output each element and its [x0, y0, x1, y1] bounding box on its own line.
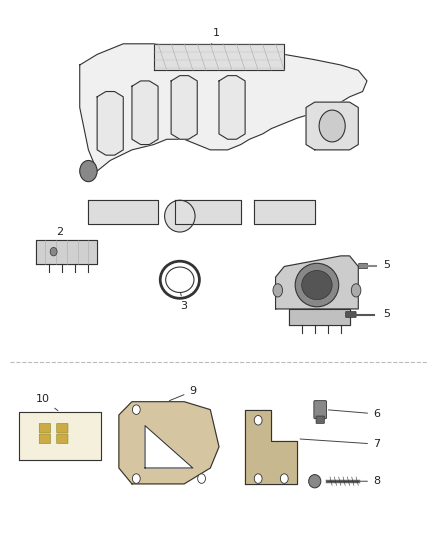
- FancyBboxPatch shape: [316, 416, 324, 423]
- Polygon shape: [80, 44, 367, 171]
- Polygon shape: [88, 200, 158, 224]
- Ellipse shape: [295, 263, 339, 307]
- Circle shape: [198, 474, 205, 483]
- Polygon shape: [306, 102, 358, 150]
- Polygon shape: [289, 309, 350, 325]
- Circle shape: [254, 416, 262, 425]
- Polygon shape: [176, 200, 241, 224]
- Text: 5: 5: [383, 260, 390, 270]
- Ellipse shape: [165, 200, 195, 232]
- FancyBboxPatch shape: [346, 312, 356, 317]
- Ellipse shape: [351, 284, 361, 297]
- Ellipse shape: [273, 284, 283, 297]
- Text: 2: 2: [57, 227, 66, 249]
- Ellipse shape: [302, 270, 332, 300]
- Circle shape: [132, 474, 140, 483]
- Polygon shape: [19, 413, 102, 460]
- Polygon shape: [245, 410, 297, 484]
- Polygon shape: [132, 81, 158, 144]
- Text: 5: 5: [383, 309, 390, 319]
- FancyBboxPatch shape: [314, 401, 326, 419]
- Circle shape: [280, 474, 288, 483]
- FancyBboxPatch shape: [57, 434, 68, 443]
- Circle shape: [50, 247, 57, 256]
- Polygon shape: [276, 256, 358, 309]
- Polygon shape: [219, 76, 245, 139]
- Polygon shape: [254, 200, 315, 224]
- Polygon shape: [119, 402, 219, 484]
- Ellipse shape: [319, 110, 345, 142]
- Polygon shape: [145, 425, 193, 468]
- Polygon shape: [154, 44, 284, 70]
- FancyBboxPatch shape: [57, 423, 68, 433]
- Ellipse shape: [309, 474, 321, 488]
- Polygon shape: [171, 76, 197, 139]
- Text: 4: 4: [309, 309, 316, 327]
- Text: 7: 7: [300, 439, 380, 449]
- Polygon shape: [36, 240, 97, 264]
- Text: 3: 3: [180, 293, 187, 311]
- Circle shape: [254, 474, 262, 483]
- Circle shape: [132, 405, 140, 415]
- FancyBboxPatch shape: [39, 423, 50, 433]
- FancyBboxPatch shape: [39, 434, 50, 443]
- Polygon shape: [97, 92, 123, 155]
- Text: 9: 9: [170, 386, 197, 401]
- Ellipse shape: [80, 160, 97, 182]
- FancyBboxPatch shape: [359, 263, 367, 269]
- Text: 10: 10: [36, 394, 58, 410]
- Text: 6: 6: [328, 409, 380, 419]
- Text: 1: 1: [212, 28, 220, 44]
- Text: 8: 8: [344, 477, 380, 486]
